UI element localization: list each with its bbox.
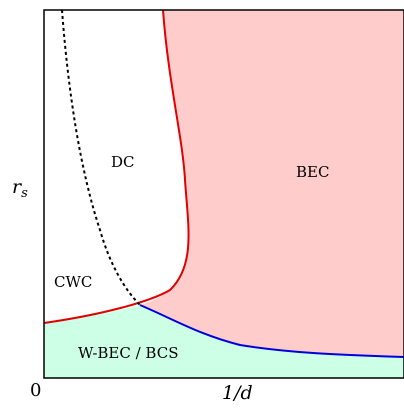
bec-region-label: BEC xyxy=(296,163,329,181)
x-axis-label: 1/d xyxy=(222,382,253,404)
dc-region-label: DC xyxy=(111,153,135,171)
wbec-bec-boundary-curve xyxy=(139,304,404,358)
wbec-bcs-region-label: W-BEC / BCS xyxy=(78,344,179,362)
y-axis-label-main: r xyxy=(12,176,23,198)
y-axis-label-sub: s xyxy=(21,186,28,201)
bec-region xyxy=(140,10,404,357)
y-axis-label: rs xyxy=(12,176,28,201)
origin-label: 0 xyxy=(30,380,41,401)
dc-bec-boundary-curve xyxy=(43,9,190,324)
dc-cwc-boundary-curve xyxy=(61,9,141,306)
cwc-region-label: CWC xyxy=(54,273,92,291)
plot-frame xyxy=(43,9,404,379)
